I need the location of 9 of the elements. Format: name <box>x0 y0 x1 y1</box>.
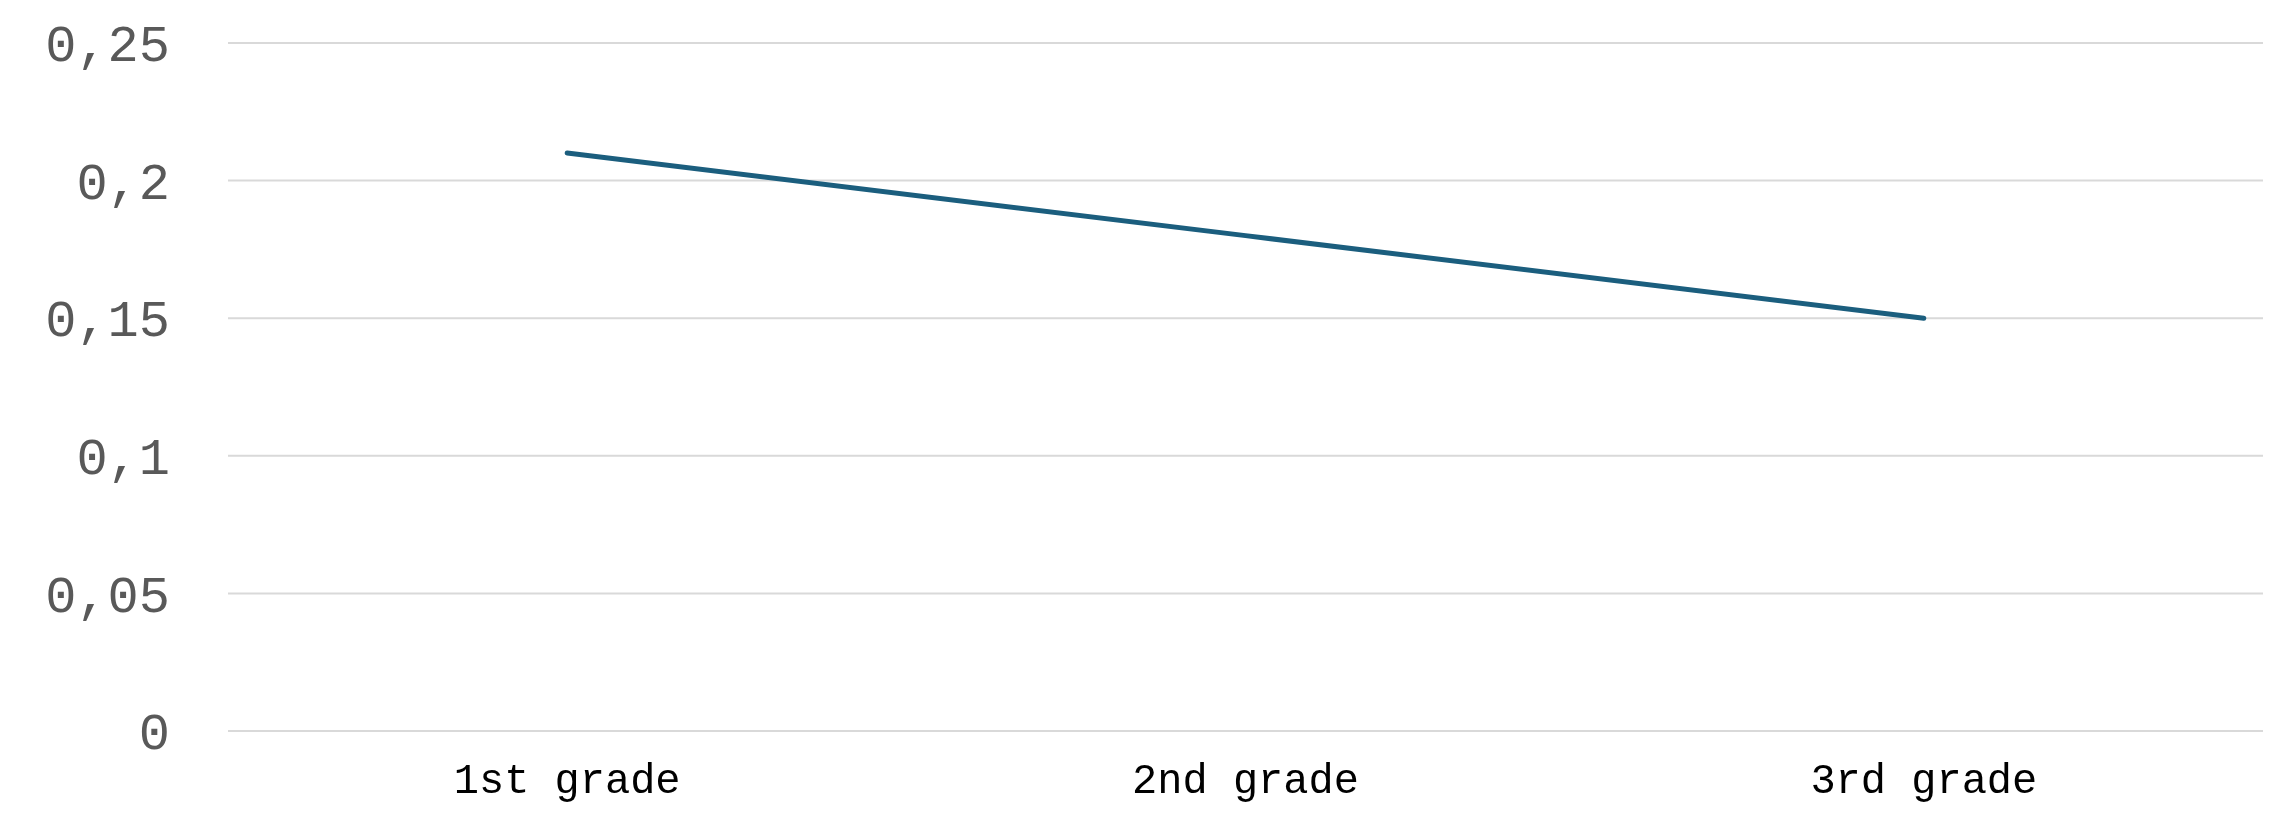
y-tick-label: 0,25 <box>45 18 170 78</box>
y-tick-label: 0,15 <box>45 293 170 353</box>
y-tick-label: 0,1 <box>76 431 170 490</box>
x-tick-label: 2nd grade <box>1132 758 1359 806</box>
y-tick-label: 0 <box>138 706 170 766</box>
x-tick-label: 1st grade <box>453 758 681 806</box>
y-tick-label: 0,2 <box>76 155 170 215</box>
y-tick-label: 0,05 <box>45 568 170 628</box>
x-tick-label: 3rd grade <box>1810 758 2038 806</box>
